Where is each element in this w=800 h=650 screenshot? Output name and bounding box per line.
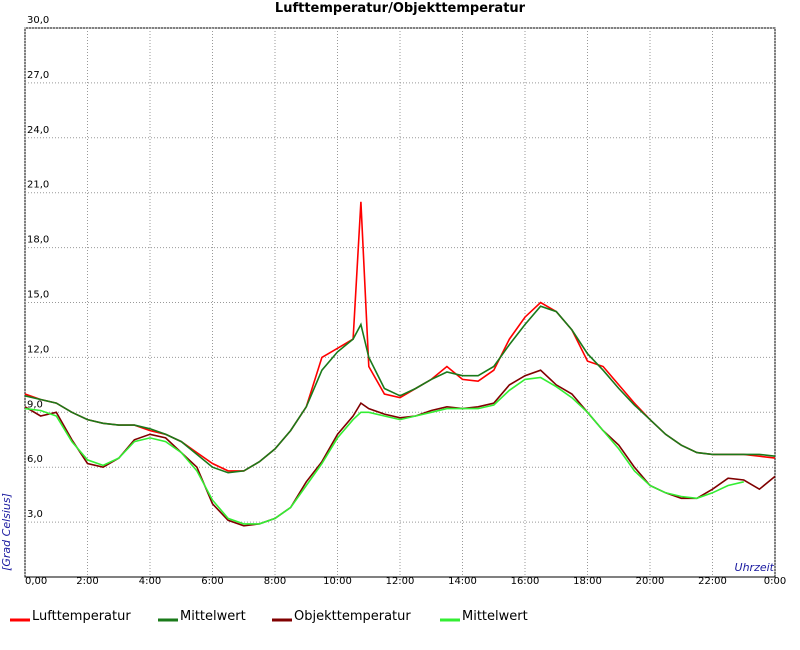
y-tick-label: 12,0: [27, 344, 49, 355]
y-tick-label: 18,0: [27, 235, 49, 246]
y-tick-label: 6,0: [27, 454, 43, 465]
x-tick-label: 0,00: [25, 576, 47, 587]
y-tick-label: 30,0: [27, 15, 49, 26]
x-tick-label: 20:00: [636, 576, 665, 587]
x-tick-label: 16:00: [511, 576, 540, 587]
y-tick-label: 27,0: [27, 70, 49, 81]
legend-label: Mittelwert: [180, 609, 246, 624]
y-tick-label: 9,0: [27, 399, 43, 410]
data-line: [24, 376, 744, 525]
y-tick-label: 21,0: [27, 180, 49, 191]
x-tick-label: 0:00: [764, 576, 786, 587]
y-tick-label: 3,0: [27, 509, 43, 520]
x-tick-label: 10:00: [323, 576, 352, 587]
x-tick-label: 18:00: [573, 576, 602, 587]
x-axis-label: Uhrzeit: [735, 561, 775, 574]
y-tick-label: 24,0: [27, 125, 49, 136]
x-tick-label: 12:00: [386, 576, 415, 587]
y-axis-label: [Grad Celsius]: [0, 493, 13, 571]
chart-title: Lufttemperatur/Objekttemperatur: [275, 1, 526, 16]
x-tick-label: 6:00: [201, 576, 223, 587]
x-tick-label: 22:00: [698, 576, 727, 587]
data-line: [24, 305, 776, 474]
legend-label: Objekttemperatur: [294, 609, 411, 624]
x-tick-label: 14:00: [448, 576, 477, 587]
legend-label: Lufttemperatur: [32, 609, 131, 624]
x-tick-label: 8:00: [264, 576, 286, 587]
x-tick-label: 2:00: [76, 576, 98, 587]
y-tick-label: 15,0: [27, 290, 49, 301]
legend-label: Mittelwert: [462, 609, 528, 624]
x-tick-label: 4:00: [139, 576, 161, 587]
